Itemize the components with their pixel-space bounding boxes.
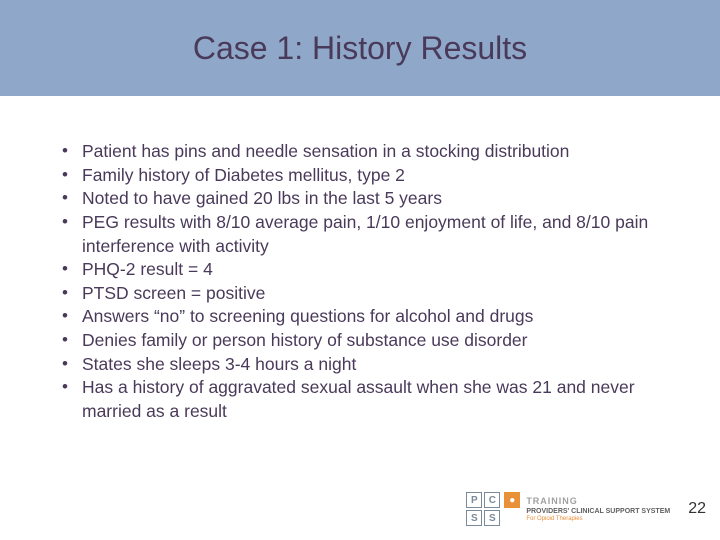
logo-line-training: TRAINING [526,497,670,506]
list-item: Denies family or person history of subst… [56,329,664,353]
list-item: PEG results with 8/10 average pain, 1/10… [56,211,664,258]
list-item: PHQ-2 result = 4 [56,258,664,282]
bullet-list: Patient has pins and needle sensation in… [56,140,664,424]
title-band: Case 1: History Results [0,0,720,96]
pcss-logo: P C S S ● TRAINING PROVIDERS' CLINICAL S… [466,492,670,526]
logo-grid: P C S S [466,492,500,526]
list-item: Noted to have gained 20 lbs in the last … [56,187,664,211]
logo-line-sub2: For Opioid Therapies [526,516,670,522]
logo-cell-c: C [484,492,500,508]
logo-cell-s1: S [466,510,482,526]
list-item: PTSD screen = positive [56,282,664,306]
list-item: States she sleeps 3-4 hours a night [56,353,664,377]
logo-cell-p: P [466,492,482,508]
footer: P C S S ● TRAINING PROVIDERS' CLINICAL S… [466,492,706,526]
slide-title: Case 1: History Results [193,30,527,67]
content-area: Patient has pins and needle sensation in… [0,96,720,424]
list-item: Has a history of aggravated sexual assau… [56,376,664,423]
list-item: Answers “no” to screening questions for … [56,305,664,329]
logo-text: TRAINING PROVIDERS' CLINICAL SUPPORT SYS… [526,497,670,522]
page-number: 22 [688,500,706,518]
list-item: Family history of Diabetes mellitus, typ… [56,164,664,188]
logo-line-sub1: PROVIDERS' CLINICAL SUPPORT SYSTEM [526,508,670,515]
logo-cell-s2: S [484,510,500,526]
logo-accent-icon: ● [504,492,520,508]
list-item: Patient has pins and needle sensation in… [56,140,664,164]
